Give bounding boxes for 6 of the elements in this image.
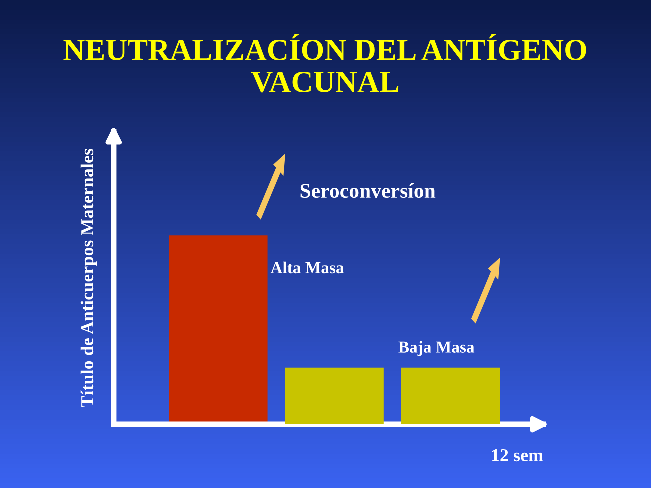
chart-title: NEUTRALIZACÍON DEL ANTÍGENO VACUNAL: [64, 34, 586, 93]
x-axis-title: 12 sem: [492, 449, 544, 462]
annotation: Alta Masa: [270, 262, 344, 274]
y-axis-title: Título de Anticuerpos Maternales: [80, 148, 98, 408]
text: Seroconversíon: [300, 183, 436, 198]
annotation: Baja Masa: [398, 341, 475, 356]
